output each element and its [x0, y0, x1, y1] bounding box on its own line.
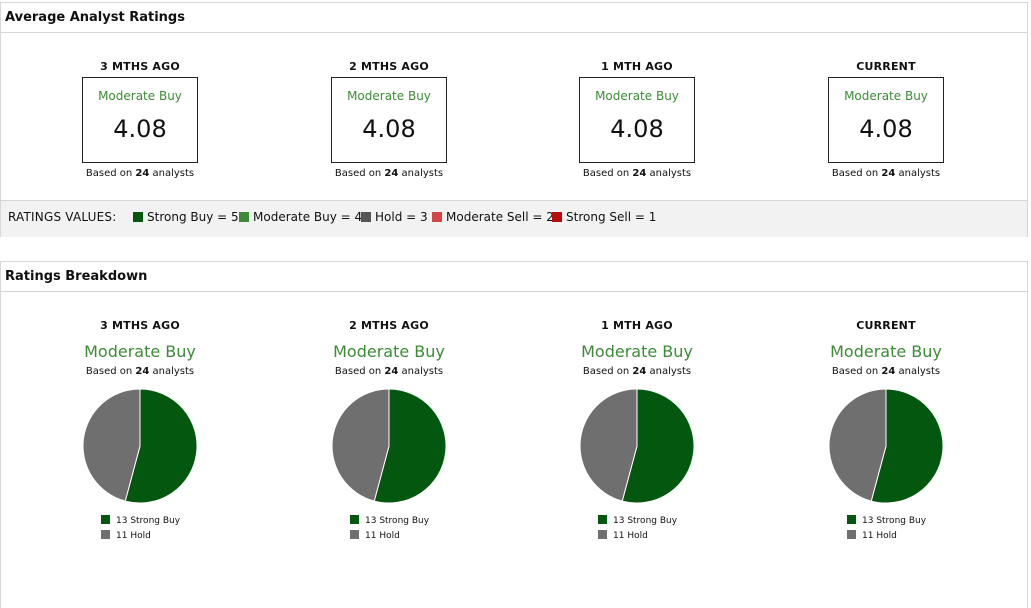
average-analyst-ratings-panel: Average Analyst Ratings 3 MTHS AGO Moder… [0, 2, 1028, 237]
hold-swatch [101, 530, 110, 539]
rating-box: Moderate Buy 4.08 [331, 77, 447, 163]
based-on-text: Based on 24 analysts [582, 168, 692, 179]
breakdown-column-current: CURRENT Moderate Buy Based on 24 analyst… [786, 319, 986, 544]
legend-moderate-sell: Moderate Sell = 2 [432, 201, 554, 234]
based-on-text: Based on 24 analysts [831, 366, 941, 377]
breakdown-column-3-months-ago: 3 MTHS AGO Moderate Buy Based on 24 anal… [40, 319, 240, 544]
pie-legend-strong-buy: 13 Strong Buy [598, 514, 737, 529]
pie-slice-hold [82, 388, 141, 502]
ratings-values-legend: RATINGS VALUES: Strong Buy = 5 Moderate … [1, 200, 1027, 237]
hold-swatch [361, 212, 371, 222]
period-label: 3 MTHS AGO [100, 319, 180, 332]
pie-legend-hold: 11 Hold [598, 529, 737, 544]
based-on-text: Based on 24 analysts [85, 168, 195, 179]
moderate-buy-swatch [239, 212, 249, 222]
based-on-text: Based on 24 analysts [582, 366, 692, 377]
strong-buy-swatch [598, 515, 607, 524]
rating-label: Moderate Buy [595, 89, 679, 103]
based-on-text: Based on 24 analysts [831, 168, 941, 179]
period-label: 1 MTH AGO [601, 319, 673, 332]
strong-buy-swatch [133, 212, 143, 222]
hold-swatch [350, 530, 359, 539]
consensus-label: Moderate Buy [84, 342, 196, 361]
based-on-text: Based on 24 analysts [334, 366, 444, 377]
hold-swatch [598, 530, 607, 539]
pie-slice-strong-buy [124, 388, 198, 504]
analyst-count: 24 [632, 168, 647, 179]
legend-hold: Hold = 3 [361, 201, 428, 234]
pie-legend: 13 Strong Buy 11 Hold [598, 514, 737, 544]
pie-legend-hold: 11 Hold [101, 529, 240, 544]
pie-slice-hold [579, 388, 638, 502]
consensus-label: Moderate Buy [333, 342, 445, 361]
legend-strong-buy: Strong Buy = 5 [133, 201, 239, 234]
pie-legend: 13 Strong Buy 11 Hold [350, 514, 489, 544]
ratings-pie-chart [82, 388, 198, 504]
rating-box: Moderate Buy 4.08 [828, 77, 944, 163]
strong-buy-swatch [350, 515, 359, 524]
avg-column-2-months-ago: 2 MTHS AGO Moderate Buy 4.08 Based on 24… [289, 60, 489, 179]
consensus-label: Moderate Buy [581, 342, 693, 361]
ratings-breakdown-panel: Ratings Breakdown 3 MTHS AGO Moderate Bu… [0, 261, 1028, 608]
pie-legend-strong-buy: 13 Strong Buy [350, 514, 489, 529]
analyst-count: 24 [384, 168, 399, 179]
based-on-text: Based on 24 analysts [85, 366, 195, 377]
analyst-count: 24 [881, 366, 896, 377]
consensus-label: Moderate Buy [830, 342, 942, 361]
based-on-text: Based on 24 analysts [334, 168, 444, 179]
pie-slice-strong-buy [373, 388, 447, 504]
pie-slice-strong-buy [870, 388, 944, 504]
analyst-count: 24 [384, 366, 399, 377]
rating-value: 4.08 [362, 115, 416, 143]
legend-title: RATINGS VALUES: [8, 210, 117, 224]
analyst-count: 24 [135, 366, 150, 377]
pie-legend-strong-buy: 13 Strong Buy [847, 514, 986, 529]
strong-sell-swatch [552, 212, 562, 222]
ratings-breakdown-title: Ratings Breakdown [1, 262, 1027, 292]
avg-column-current: CURRENT Moderate Buy 4.08 Based on 24 an… [786, 60, 986, 179]
pie-legend-strong-buy: 13 Strong Buy [101, 514, 240, 529]
rating-box: Moderate Buy 4.08 [579, 77, 695, 163]
avg-column-1-month-ago: 1 MTH AGO Moderate Buy 4.08 Based on 24 … [537, 60, 737, 179]
analyst-count: 24 [135, 168, 150, 179]
pie-slice-strong-buy [621, 388, 695, 504]
period-label: 2 MTHS AGO [349, 60, 429, 73]
period-label: 2 MTHS AGO [349, 319, 429, 332]
period-label: CURRENT [856, 319, 916, 332]
breakdown-column-1-month-ago: 1 MTH AGO Moderate Buy Based on 24 analy… [537, 319, 737, 544]
breakdown-column-2-months-ago: 2 MTHS AGO Moderate Buy Based on 24 anal… [289, 319, 489, 544]
legend-moderate-buy: Moderate Buy = 4 [239, 201, 362, 234]
rating-label: Moderate Buy [347, 89, 431, 103]
legend-strong-sell: Strong Sell = 1 [552, 201, 656, 234]
period-label: CURRENT [856, 60, 916, 73]
pie-slice-hold [828, 388, 887, 502]
rating-value: 4.08 [859, 115, 913, 143]
strong-buy-swatch [101, 515, 110, 524]
analyst-count: 24 [632, 366, 647, 377]
average-ratings-title: Average Analyst Ratings [1, 3, 1027, 33]
rating-value: 4.08 [113, 115, 167, 143]
period-label: 1 MTH AGO [601, 60, 673, 73]
avg-column-3-months-ago: 3 MTHS AGO Moderate Buy 4.08 Based on 24… [40, 60, 240, 179]
ratings-pie-chart [828, 388, 944, 504]
ratings-pie-chart [331, 388, 447, 504]
rating-box: Moderate Buy 4.08 [82, 77, 198, 163]
pie-legend: 13 Strong Buy 11 Hold [847, 514, 986, 544]
pie-legend-hold: 11 Hold [350, 529, 489, 544]
period-label: 3 MTHS AGO [100, 60, 180, 73]
pie-slice-hold [331, 388, 390, 502]
ratings-pie-chart [579, 388, 695, 504]
moderate-sell-swatch [432, 212, 442, 222]
hold-swatch [847, 530, 856, 539]
rating-value: 4.08 [610, 115, 664, 143]
pie-legend: 13 Strong Buy 11 Hold [101, 514, 240, 544]
pie-legend-hold: 11 Hold [847, 529, 986, 544]
rating-label: Moderate Buy [98, 89, 182, 103]
analyst-count: 24 [881, 168, 896, 179]
rating-label: Moderate Buy [844, 89, 928, 103]
strong-buy-swatch [847, 515, 856, 524]
